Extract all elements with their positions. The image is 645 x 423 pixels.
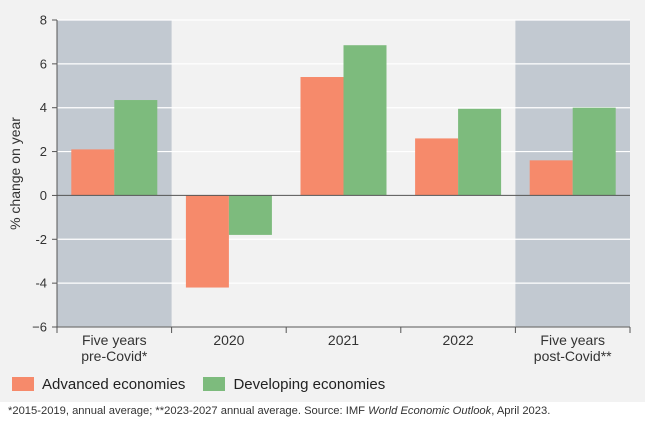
footnote: *2015-2019, annual average; **2023-2027 …	[8, 405, 643, 417]
y-tick-label-2: 4	[40, 100, 47, 115]
bar-advanced-0	[71, 149, 115, 196]
x-category-label-4: Five years post-Covid**	[534, 332, 612, 364]
y-tick-label-1: 6	[40, 56, 47, 71]
legend-swatch-developing	[203, 377, 226, 391]
bar-developing-4	[572, 107, 616, 196]
bar-developing-2	[343, 45, 387, 196]
bar-developing-0	[114, 100, 158, 196]
footnote-text: *2015-2019, annual average; **2023-2027 …	[8, 405, 369, 417]
x-category-label-line: pre-Covid*	[81, 348, 148, 364]
y-tick-label-6: -4	[35, 276, 47, 291]
bar-developing-3	[458, 108, 502, 196]
x-category-label-line: 2020	[213, 332, 244, 348]
y-tick-label-5: -2	[35, 232, 47, 247]
x-category-label-line: 2022	[443, 332, 474, 348]
legend-item-developing: Developing economies	[203, 376, 385, 393]
y-tick-label-4: 0	[40, 188, 47, 203]
x-category-label-line: Five years	[82, 332, 147, 348]
footnote-source-title: World Economic Outlook	[368, 405, 492, 417]
x-category-label-3: 2022	[443, 332, 474, 348]
x-category-label-line: 2021	[328, 332, 359, 348]
legend-label-developing: Developing economies	[233, 375, 386, 393]
legend-swatch-advanced	[12, 377, 34, 391]
x-category-label-0: Five years pre-Covid*	[81, 332, 148, 364]
bar-advanced-2	[300, 77, 344, 196]
x-category-label-line: Five years	[540, 332, 605, 348]
y-tick-label-0: 8	[40, 13, 47, 28]
x-category-label-1: 2020	[213, 332, 244, 348]
bar-advanced-1	[185, 195, 229, 288]
y-axis-label: % change on year	[7, 117, 23, 230]
legend: Advanced economies Developing economies	[12, 374, 385, 394]
footnote-date: , April 2023.	[491, 405, 551, 417]
bar-developing-1	[228, 195, 272, 235]
x-category-label-line: post-Covid**	[534, 348, 612, 364]
x-category-label-2: 2021	[328, 332, 359, 348]
y-tick-label-3: 2	[40, 144, 47, 159]
bar-advanced-3	[415, 138, 459, 196]
legend-label-advanced: Advanced economies	[42, 375, 186, 393]
legend-item-advanced: Advanced economies	[12, 376, 185, 393]
y-tick-label-7: −6	[32, 320, 47, 335]
bar-advanced-4	[529, 160, 573, 196]
